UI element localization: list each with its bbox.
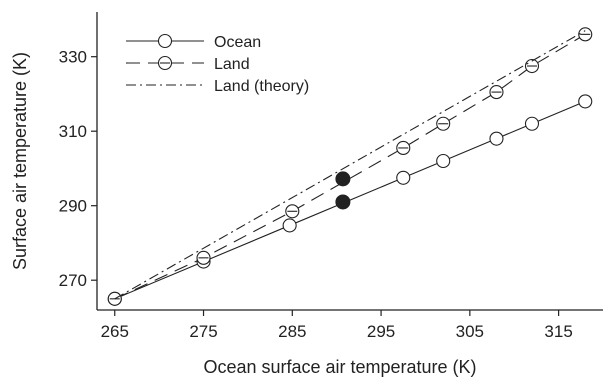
data-point: [489, 131, 504, 146]
legend-label: Land (theory): [214, 78, 309, 95]
x-axis-title: Ocean surface air temperature (K): [203, 357, 476, 377]
series-1: [107, 27, 593, 306]
highlight-point: [335, 171, 351, 187]
data-point: [578, 94, 593, 109]
data-point: [436, 153, 451, 169]
x-tick-label: 305: [456, 322, 484, 341]
legend-label: Land: [214, 56, 250, 73]
data-point: [396, 170, 411, 185]
y-tick-label: 270: [59, 271, 87, 290]
data-point: [524, 116, 540, 131]
data-point: [282, 218, 297, 233]
y-tick-label: 310: [59, 122, 87, 141]
y-axis-title: Surface air temperature (K): [10, 52, 30, 270]
x-tick-label: 275: [189, 322, 217, 341]
legend-item: Land: [126, 55, 250, 73]
series-layer: [107, 27, 593, 306]
legend-label: Ocean: [214, 34, 261, 51]
x-tick-label: 265: [101, 322, 129, 341]
y-tick-label: 330: [59, 48, 87, 67]
series-2: [114, 30, 586, 300]
legend-item: Land (theory): [126, 78, 309, 95]
legend: Ocean Land Land (theory): [126, 33, 309, 95]
ticks: 265 275 285 295 305 315 270 290 310 330: [59, 48, 573, 341]
x-tick-label: 295: [367, 322, 395, 341]
y-tick-label: 290: [59, 197, 87, 216]
x-tick-label: 315: [544, 322, 572, 341]
series-line-2: [114, 30, 586, 300]
highlight-layer: [335, 171, 351, 210]
axes: [96, 12, 603, 311]
legend-item: Ocean: [126, 33, 261, 51]
series-line-1: [114, 33, 586, 300]
highlight-point: [335, 194, 351, 210]
x-tick-label: 285: [278, 322, 306, 341]
legend-marker: [157, 33, 173, 49]
